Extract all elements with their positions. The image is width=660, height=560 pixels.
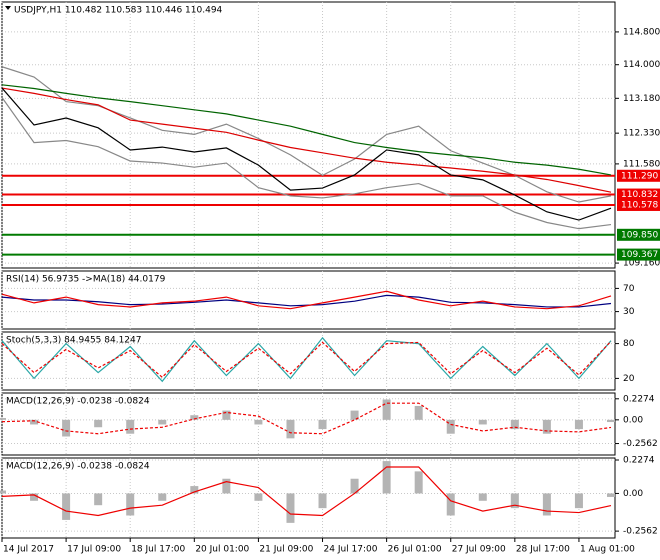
panel-title: Stoch(5,3,3) 84.9455 84.1247: [6, 336, 141, 346]
histogram-bar: [318, 419, 327, 430]
histogram-bar: [190, 415, 199, 420]
histogram-bar: [286, 493, 295, 523]
panel-title: MACD(12,26,9) -0.0238 -0.0824: [6, 397, 150, 407]
y-tick-label: 112.330: [623, 129, 660, 139]
series-line: [1, 340, 612, 379]
histogram-bar: [0, 417, 6, 420]
y-tick-label: 0.2274: [623, 394, 655, 404]
y-tick-label: 30: [623, 307, 635, 317]
histogram-bar: [574, 493, 583, 509]
level-label: 111.290: [621, 171, 658, 181]
y-tick-label: -0.2562: [623, 439, 658, 449]
histogram-bar: [94, 493, 103, 506]
level-label: 109.367: [621, 250, 658, 260]
histogram-bar: [510, 493, 519, 509]
histogram-bar: [542, 419, 551, 434]
x-tick-label: 14 Jul 2017: [3, 545, 54, 555]
histogram-bar: [574, 419, 583, 430]
y-tick-label: -0.2562: [623, 527, 658, 537]
series-line: [1, 466, 612, 517]
histogram-bar: [30, 419, 39, 425]
level-label-box: [617, 198, 660, 211]
y-tick-label: 0.00: [623, 415, 643, 425]
y-tick-label: 70: [623, 284, 635, 294]
histogram-bar: [606, 419, 615, 423]
histogram-bar: [126, 493, 135, 516]
series-line: [1, 336, 612, 383]
x-tick-label: 18 Jul 17:00: [131, 545, 185, 555]
panel-frame: [1, 270, 616, 330]
histogram-bar: [30, 493, 39, 501]
series-line: [1, 290, 612, 310]
x-tick-label: 26 Jul 01:00: [388, 545, 442, 555]
panel-frame: [1, 1, 616, 269]
x-tick-label: 17 Jul 09:00: [67, 545, 121, 555]
y-tick-label: 114.000: [623, 60, 660, 70]
series-line: [1, 87, 612, 193]
histogram-bar: [158, 493, 167, 501]
level-label-box: [617, 188, 660, 201]
series-line: [1, 87, 612, 221]
level-label: 110.578: [621, 200, 658, 210]
panel-title: USDJPY,H1 110.482 110.583 110.446 110.49…: [14, 6, 223, 16]
histogram-bar: [478, 493, 487, 501]
menu-icon: [5, 6, 11, 10]
histogram-bar: [62, 419, 71, 437]
histogram-bar: [286, 419, 295, 439]
histogram-bar: [94, 419, 103, 428]
x-tick-label: 24 Jul 17:00: [324, 545, 378, 555]
panel-title: RSI(14) 56.9735 ->MA(18) 44.0179: [6, 275, 166, 285]
y-tick-label: 0.2274: [623, 456, 655, 466]
level-label: 110.832: [621, 190, 658, 200]
histogram-bar: [510, 419, 519, 430]
x-tick-label: 28 Jul 17:00: [516, 545, 570, 555]
histogram-bar: [382, 461, 391, 494]
level-label-box: [617, 169, 660, 182]
histogram-bar: [606, 493, 615, 497]
histogram-bar: [254, 493, 263, 501]
panel-title: MACD(12,26,9) -0.0238 -0.0824: [6, 462, 150, 472]
series-line: [1, 66, 612, 203]
level-label: 109.850: [621, 230, 658, 240]
y-tick-label: 80: [623, 339, 635, 349]
histogram-bar: [382, 399, 391, 420]
histogram-bar: [254, 419, 263, 425]
x-tick-label: 21 Jul 09:00: [259, 545, 313, 555]
histogram-bar: [190, 486, 199, 494]
x-tick-label: 27 Jul 09:00: [452, 545, 506, 555]
histogram-bar: [446, 493, 455, 516]
histogram-bar: [414, 471, 423, 494]
x-tick-label: 1 Aug 01:00: [580, 545, 635, 555]
histogram-bar: [446, 419, 455, 434]
y-tick-label: 114.800: [623, 27, 660, 37]
histogram-bar: [542, 493, 551, 516]
histogram-bar: [62, 493, 71, 520]
histogram-bar: [414, 405, 423, 420]
histogram-bar: [222, 478, 231, 494]
y-tick-label: 0.00: [623, 489, 643, 499]
histogram-bar: [222, 410, 231, 420]
series-line: [1, 97, 612, 230]
histogram-bar: [318, 493, 327, 509]
panel-frame: [1, 331, 616, 391]
histogram-bar: [350, 478, 359, 494]
histogram-bar: [126, 419, 135, 434]
y-tick-label: 111.580: [623, 159, 660, 169]
series-line: [1, 84, 612, 176]
y-tick-label: 109.160: [623, 259, 660, 269]
level-label-box: [617, 248, 660, 261]
level-label-box: [617, 228, 660, 241]
histogram-bar: [478, 419, 487, 425]
histogram-bar: [158, 419, 167, 425]
y-tick-label: 113.180: [623, 94, 660, 104]
histogram-bar: [350, 410, 359, 420]
series-line: [1, 402, 612, 435]
y-tick-label: 20: [623, 374, 635, 384]
x-tick-label: 20 Jul 01:00: [195, 545, 249, 555]
histogram-bar: [0, 490, 6, 494]
